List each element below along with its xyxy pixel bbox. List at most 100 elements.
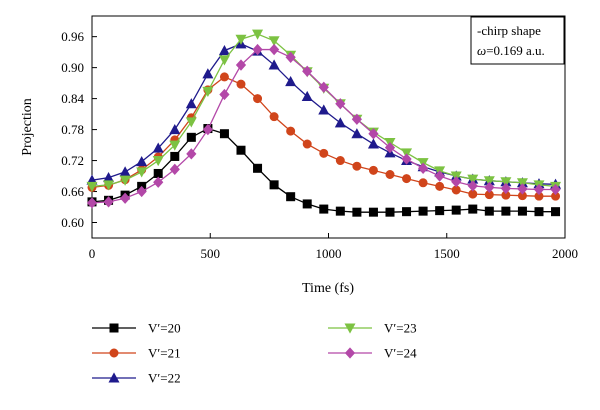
x-tick-label: 1000 xyxy=(316,246,342,261)
data-point xyxy=(285,51,296,63)
data-point xyxy=(302,199,312,209)
data-point xyxy=(286,126,296,136)
data-point xyxy=(500,182,511,195)
y-tick-label: 0.72 xyxy=(61,153,84,168)
data-point xyxy=(269,112,279,122)
y-tick-label: 0.90 xyxy=(61,60,84,75)
data-point xyxy=(468,204,478,214)
data-point xyxy=(352,161,362,171)
data-point xyxy=(335,98,346,110)
data-point xyxy=(218,55,230,66)
data-point xyxy=(434,170,445,182)
data-point xyxy=(120,192,131,204)
data-point xyxy=(235,34,247,45)
x-tick-label: 500 xyxy=(201,246,221,261)
data-point xyxy=(368,207,378,217)
data-point xyxy=(550,183,561,196)
data-point xyxy=(253,94,263,104)
data-point xyxy=(368,165,378,175)
data-point xyxy=(351,128,363,139)
data-point xyxy=(152,156,164,167)
data-point xyxy=(384,142,396,154)
data-point xyxy=(402,207,412,217)
series-group xyxy=(86,29,562,217)
data-point xyxy=(252,29,264,40)
data-point xyxy=(301,90,313,102)
data-point xyxy=(136,167,148,178)
data-point xyxy=(401,148,413,159)
data-point xyxy=(467,180,478,192)
y-axis-title: Projection xyxy=(20,98,35,156)
y-tick-label: 0.84 xyxy=(61,91,84,106)
y-tick-label: 0.66 xyxy=(61,184,84,199)
annotation-box: -chirp shape ω=0.169 a.u. xyxy=(470,16,565,65)
data-point xyxy=(500,177,512,188)
data-point xyxy=(136,155,148,167)
data-point xyxy=(302,65,313,77)
data-point xyxy=(517,183,528,195)
data-point xyxy=(319,204,329,214)
data-point xyxy=(367,138,379,149)
data-point xyxy=(86,181,98,193)
data-point xyxy=(219,72,229,82)
y-tick-label: 0.96 xyxy=(61,29,84,44)
y-tick-label: 0.60 xyxy=(61,215,84,230)
data-point xyxy=(103,180,115,191)
series-5 xyxy=(86,43,561,209)
omega-symbol: ω xyxy=(477,43,486,58)
data-point xyxy=(170,151,180,161)
data-point xyxy=(517,206,527,216)
data-point xyxy=(484,181,495,194)
annotation-line-1: -chirp shape xyxy=(477,23,541,38)
legend-marker xyxy=(109,323,119,333)
data-point xyxy=(516,178,528,189)
legend-marker xyxy=(344,323,356,334)
legend-item: V′=24 xyxy=(328,346,417,361)
y-tick-label: 0.78 xyxy=(61,122,84,137)
data-point xyxy=(218,44,230,56)
series-2 xyxy=(87,72,561,201)
data-point xyxy=(335,206,345,216)
data-point xyxy=(534,207,544,217)
legend-item: V′=22 xyxy=(92,371,181,386)
data-point xyxy=(185,98,197,109)
data-point xyxy=(253,163,263,173)
data-point xyxy=(152,142,164,153)
data-point xyxy=(318,104,330,115)
data-point xyxy=(484,206,494,216)
legend-item: V′=23 xyxy=(328,321,417,336)
data-point xyxy=(368,128,379,140)
x-tick-label: 2000 xyxy=(552,246,578,261)
data-point xyxy=(186,148,197,160)
x-tick-label: 0 xyxy=(89,246,96,261)
data-point xyxy=(186,132,196,142)
data-point xyxy=(169,140,181,151)
data-point xyxy=(352,207,362,217)
data-point xyxy=(268,59,280,70)
data-point xyxy=(501,206,511,216)
data-point xyxy=(269,43,280,56)
data-point xyxy=(435,181,445,191)
legend-marker xyxy=(109,348,119,358)
data-point xyxy=(252,43,263,56)
axis-ticks: 0 500 1000 1500 2000 0.60 0.66 0.72 0.78 0.84 0.90… xyxy=(61,29,578,261)
data-point xyxy=(318,81,329,93)
data-point xyxy=(435,206,445,216)
data-point xyxy=(451,205,461,215)
data-point xyxy=(319,148,329,158)
data-point xyxy=(418,178,428,188)
data-point xyxy=(286,192,296,202)
data-point xyxy=(153,168,163,178)
data-point xyxy=(169,123,181,135)
data-point xyxy=(269,180,279,190)
data-point xyxy=(402,174,412,184)
annotation-frame xyxy=(470,16,565,65)
data-point xyxy=(153,176,164,188)
data-point xyxy=(334,117,346,128)
data-point xyxy=(169,163,180,175)
data-point xyxy=(202,68,214,79)
data-point xyxy=(467,174,479,185)
data-point xyxy=(219,88,230,101)
x-axis-title: Time (fs) xyxy=(302,281,354,296)
